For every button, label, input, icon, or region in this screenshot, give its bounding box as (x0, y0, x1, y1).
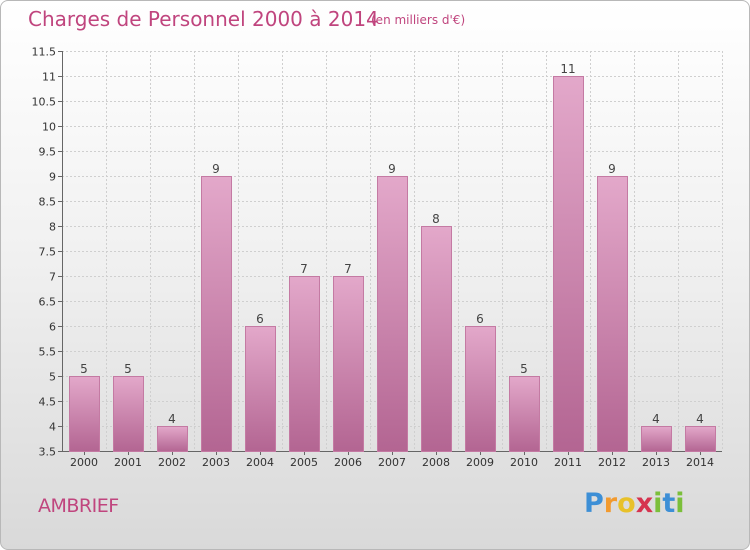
x-tick-label: 2013 (642, 456, 670, 469)
y-tick-label: 7.5 (39, 246, 57, 259)
x-tick-label: 2007 (378, 456, 406, 469)
y-tick-label: 11 (42, 71, 56, 84)
commune-name: AMBRIEF (38, 495, 119, 517)
value-label: 9 (388, 162, 396, 176)
x-tick-label: 2003 (202, 456, 230, 469)
value-label: 4 (652, 412, 660, 426)
bar-2003[interactable] (201, 176, 232, 452)
logo-letter: P (584, 488, 604, 519)
y-tick-label: 11.5 (32, 46, 57, 59)
value-label: 11 (560, 62, 575, 76)
x-tick-label: 2000 (70, 456, 98, 469)
x-tick-label: 2006 (334, 456, 362, 469)
y-tick-label: 9 (49, 171, 56, 184)
bar-2006[interactable] (333, 276, 364, 452)
y-tick-label: 5 (49, 371, 56, 384)
logo-letter: i (675, 488, 685, 519)
y-tick-label: 7 (49, 271, 56, 284)
y-tick-label: 5.5 (39, 346, 57, 359)
x-tick-label: 2001 (114, 456, 142, 469)
bar-2011[interactable] (553, 76, 584, 452)
x-tick-label: 2010 (510, 456, 538, 469)
value-label: 5 (520, 362, 528, 376)
bar-2010[interactable] (509, 376, 540, 452)
y-tick-label: 8 (49, 221, 56, 234)
x-tick-label: 2014 (686, 456, 714, 469)
value-label: 8 (432, 212, 440, 226)
value-label: 7 (300, 262, 308, 276)
x-tick-label: 2004 (246, 456, 274, 469)
bar-2004[interactable] (245, 326, 276, 452)
bar-2009[interactable] (465, 326, 496, 452)
chart-subtitle: (en milliers d'€) (371, 13, 466, 27)
x-tick-label: 2008 (422, 456, 450, 469)
x-tick-label: 2002 (158, 456, 186, 469)
bar-2014[interactable] (685, 426, 716, 452)
value-label: 4 (168, 412, 176, 426)
y-tick-label: 8.5 (39, 196, 57, 209)
bar-2005[interactable] (289, 276, 320, 452)
logo-letter: x (635, 488, 654, 519)
bar-2013[interactable] (641, 426, 672, 452)
logo-letter: i (653, 488, 663, 519)
bar-2000[interactable] (69, 376, 100, 452)
x-tick-label: 2012 (598, 456, 626, 469)
x-tick-label: 2011 (554, 456, 582, 469)
logo-letter: o (617, 488, 636, 519)
bar-2008[interactable] (421, 226, 452, 452)
value-label: 6 (256, 312, 264, 326)
y-tick-label: 3.5 (39, 446, 57, 459)
value-label: 5 (124, 362, 132, 376)
x-tick-label: 2009 (466, 456, 494, 469)
value-label: 7 (344, 262, 352, 276)
y-tick-label: 4.5 (39, 396, 57, 409)
logo-letter: t (662, 488, 676, 519)
y-tick-label: 10.5 (32, 96, 57, 109)
y-tick-label: 6 (49, 321, 56, 334)
value-label: 6 (476, 312, 484, 326)
value-label: 5 (80, 362, 88, 376)
bar-2002[interactable] (157, 426, 188, 452)
bar-2012[interactable] (597, 176, 628, 452)
value-label: 9 (212, 162, 220, 176)
value-label: 9 (608, 162, 616, 176)
x-tick-label: 2005 (290, 456, 318, 469)
labels: 3.5 4 4.5 5 5.5 6 6.5 7 7.5 8 8.5 9 9.5 10 10.5 11 11.5 5… (32, 46, 715, 470)
bars (69, 76, 716, 452)
value-label: 4 (696, 412, 704, 426)
bar-2007[interactable] (377, 176, 408, 452)
logo-letter: r (603, 488, 618, 519)
proxiti-logo[interactable]: Proxiti (584, 488, 685, 519)
y-tick-label: 6.5 (39, 296, 57, 309)
y-tick-label: 4 (49, 421, 56, 434)
bar-2001[interactable] (113, 376, 144, 452)
chart-title: Charges de Personnel 2000 à 2014 (28, 7, 379, 31)
y-tick-label: 9.5 (39, 146, 57, 159)
y-tick-label: 10 (42, 121, 56, 134)
